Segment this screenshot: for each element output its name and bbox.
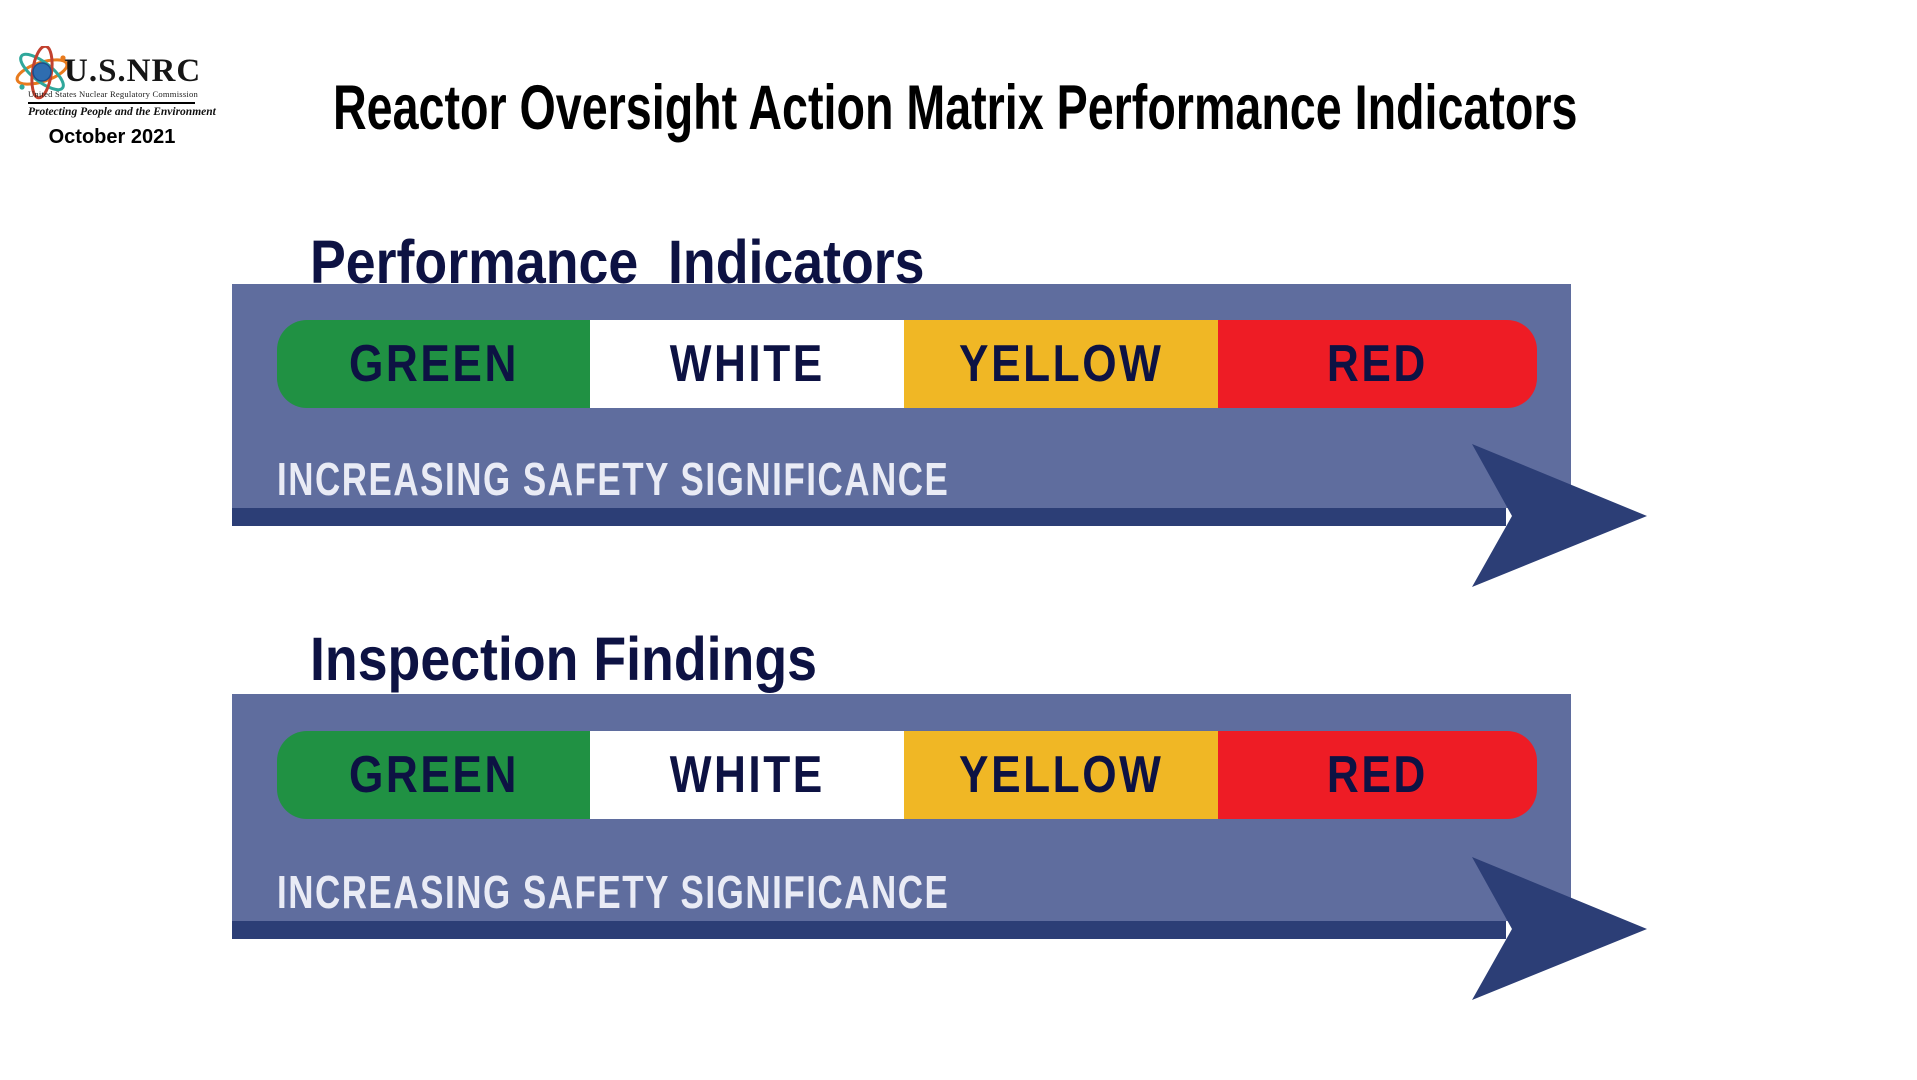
increasing-significance-arrow-icon (1468, 854, 1652, 1004)
increasing-safety-significance-caption: INCREASING SAFETY SIGNIFICANCE (277, 866, 950, 918)
increasing-significance-arrow-icon (1468, 441, 1652, 591)
arrow-shaft (232, 921, 1506, 939)
level-label: GREEN (348, 746, 519, 804)
level-pill-red: RED (1218, 320, 1537, 408)
nrc-subtitle: United States Nuclear Regulatory Commiss… (28, 89, 198, 99)
logo-divider (28, 102, 195, 104)
level-label: RED (1327, 746, 1428, 804)
level-pill-red: RED (1218, 731, 1537, 819)
slide-date: October 2021 (48, 126, 176, 148)
level-label: YELLOW (958, 746, 1164, 804)
level-pill-green: GREEN (277, 320, 590, 408)
level-pill-white: WHITE (590, 731, 904, 819)
nrc-tagline: Protecting People and the Environment (28, 106, 216, 118)
level-pill-yellow: YELLOW (904, 731, 1218, 819)
level-pill-white: WHITE (590, 320, 904, 408)
section-heading-inspection-findings: Inspection Findings (310, 625, 817, 693)
level-pill-green: GREEN (277, 731, 590, 819)
level-label: WHITE (669, 746, 825, 804)
nrc-wordmark: U.S.NRC (64, 53, 202, 89)
level-label: YELLOW (958, 335, 1164, 393)
level-pill-yellow: YELLOW (904, 320, 1218, 408)
page-title: Reactor Oversight Action Matrix Performa… (333, 73, 1578, 143)
significance-scale: GREEN WHITE YELLOW RED (277, 731, 1537, 819)
level-label: RED (1327, 335, 1428, 393)
section-heading-performance-indicators: Performance Indicators (310, 228, 925, 296)
increasing-safety-significance-caption: INCREASING SAFETY SIGNIFICANCE (277, 453, 950, 505)
significance-scale: GREEN WHITE YELLOW RED (277, 320, 1537, 408)
level-label: WHITE (669, 335, 825, 393)
arrow-shaft (232, 508, 1506, 526)
level-label: GREEN (348, 335, 519, 393)
nrc-atom-logo-icon (14, 44, 72, 100)
